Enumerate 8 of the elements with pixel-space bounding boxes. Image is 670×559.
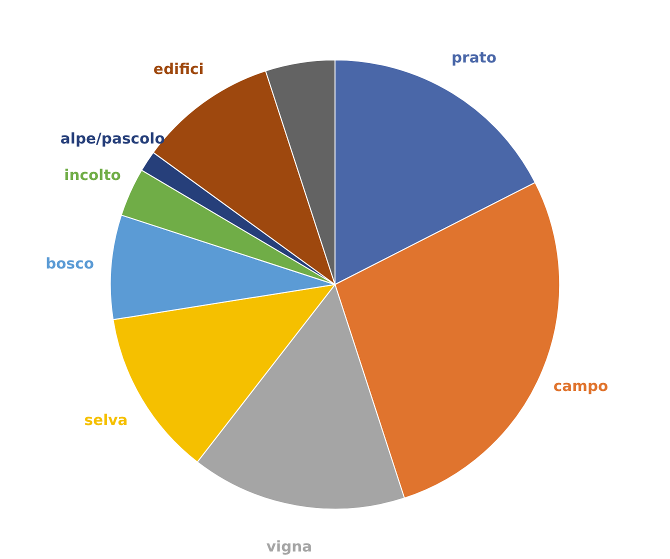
slice-label: alpe/pascolo (60, 130, 165, 148)
slice-label: campo (553, 378, 608, 396)
slice-label: edifici (153, 61, 204, 78)
slice-label: selva (84, 412, 128, 429)
slice-label: vigna (266, 538, 312, 556)
slice-label: incolto (64, 166, 121, 184)
slice-label: prato (451, 50, 497, 67)
slice-label: bosco (46, 256, 94, 273)
